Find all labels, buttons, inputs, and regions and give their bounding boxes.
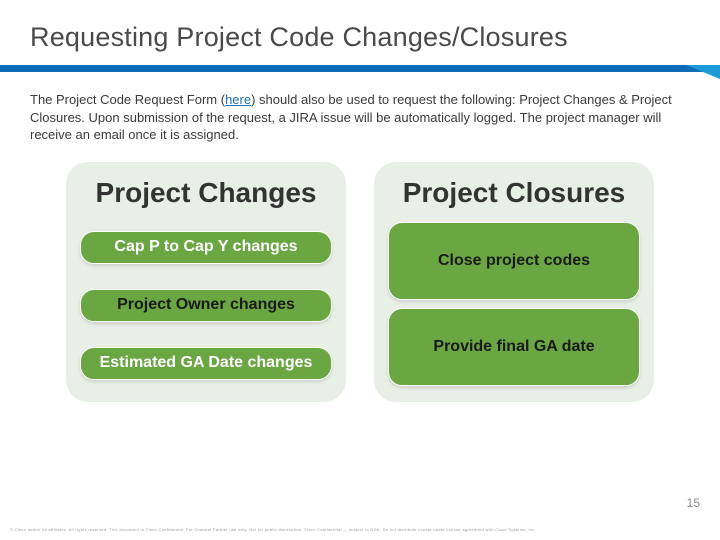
intro-pre: The Project Code Request Form ( — [30, 92, 225, 107]
card-project-closures: Project Closures Close project codes Pro… — [374, 162, 654, 403]
pill-stack: Cap P to Cap Y changes Project Owner cha… — [80, 222, 332, 388]
card-title: Project Closures — [388, 178, 640, 209]
pill-slot: Close project codes — [388, 222, 640, 300]
page-number: 15 — [687, 496, 700, 510]
pill-stack: Close project codes Provide final GA dat… — [388, 222, 640, 386]
rule-bar — [0, 65, 720, 72]
pill-slot: Estimated GA Date changes — [80, 338, 332, 388]
rule-accent — [686, 65, 720, 79]
cards-row: Project Changes Cap P to Cap Y changes P… — [30, 162, 690, 403]
intro-paragraph: The Project Code Request Form (here) sho… — [30, 91, 690, 144]
pill-slot: Project Owner changes — [80, 280, 332, 330]
pill-final-ga: Provide final GA date — [388, 308, 640, 386]
pill-close-codes: Close project codes — [388, 222, 640, 300]
slide: Requesting Project Code Changes/Closures… — [0, 0, 720, 540]
pill-cap-changes: Cap P to Cap Y changes — [80, 231, 332, 263]
pill-slot: Cap P to Cap Y changes — [80, 222, 332, 272]
pill-ga-date-changes: Estimated GA Date changes — [80, 347, 332, 379]
page-title: Requesting Project Code Changes/Closures — [30, 22, 690, 53]
pill-slot: Provide final GA date — [388, 308, 640, 386]
card-project-changes: Project Changes Cap P to Cap Y changes P… — [66, 162, 346, 403]
title-rule — [30, 65, 690, 73]
pill-owner-changes: Project Owner changes — [80, 289, 332, 321]
card-title: Project Changes — [80, 178, 332, 209]
footer-copyright: © Cisco and/or its affiliates. All right… — [10, 527, 710, 532]
form-link[interactable]: here — [225, 92, 251, 107]
